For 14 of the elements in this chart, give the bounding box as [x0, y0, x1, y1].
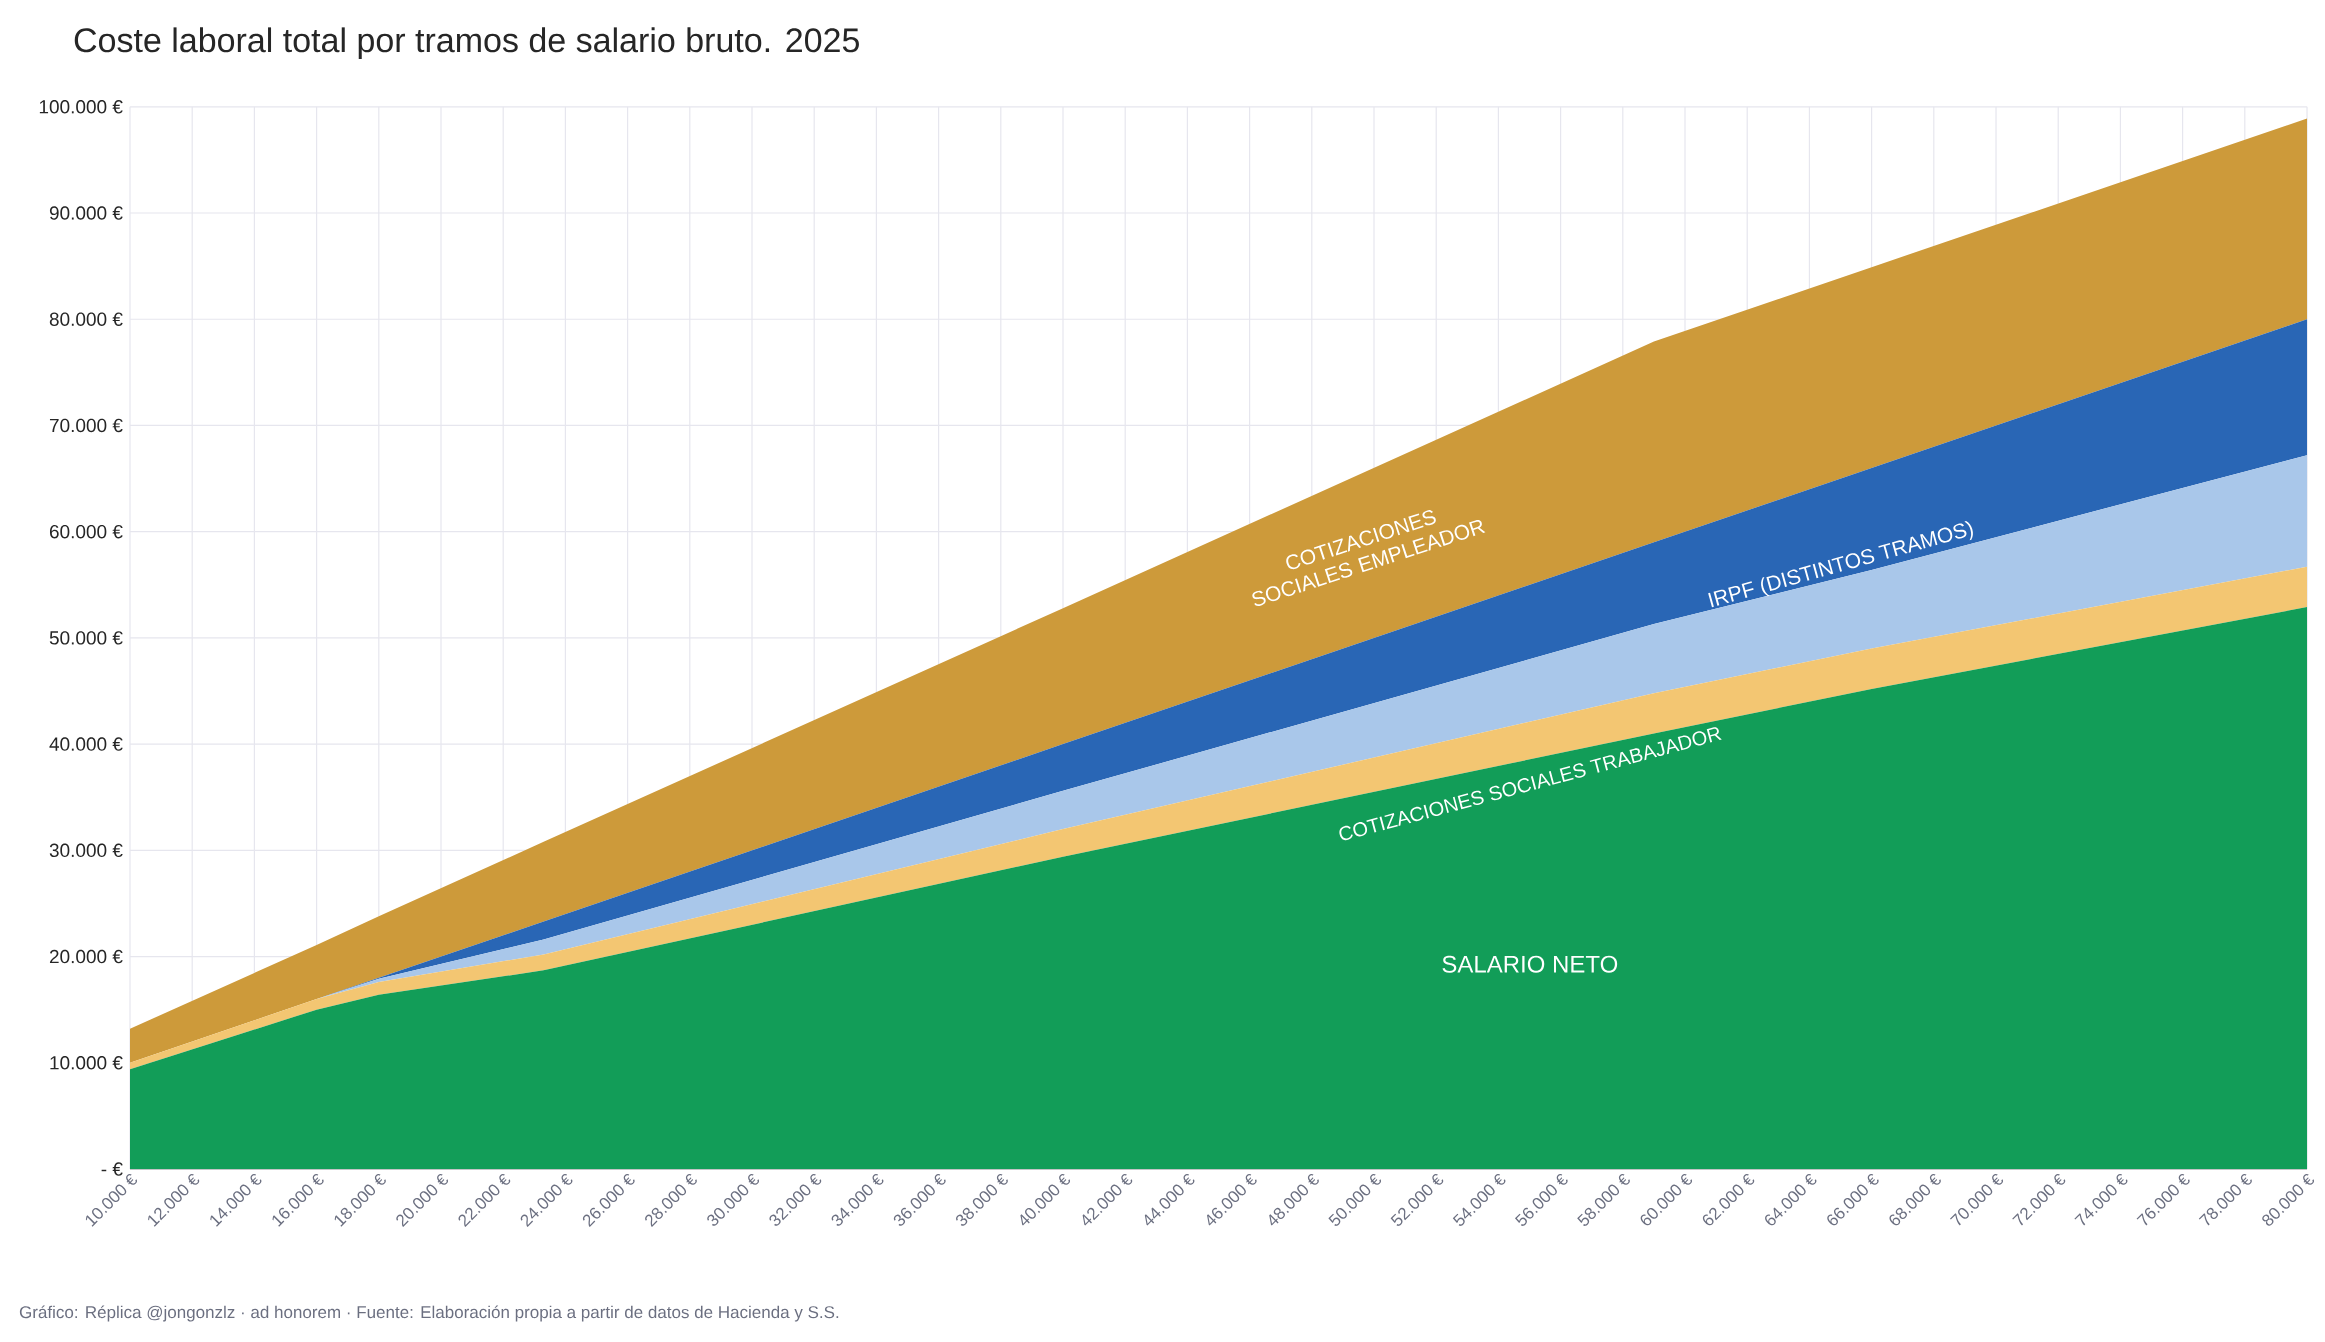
y-tick-label: 50.000 € [49, 631, 123, 645]
chart-title: Coste laboral total por tramos de salario bruto. 2025 [74, 27, 859, 60]
y-tick-label: 80.000 € [49, 312, 123, 326]
y-tick-label: 100.000 € [39, 100, 123, 114]
y-tick-label: - € [101, 1162, 123, 1176]
y-tick-label: 60.000 € [49, 524, 123, 539]
y-tick-label: 20.000 € [49, 949, 123, 964]
series-label: SALARIO NETO [1442, 955, 1618, 973]
y-tick-label: 40.000 € [49, 737, 123, 751]
y-tick-label: 10.000 € [50, 1056, 123, 1070]
text: Gráfico: Réplica @jongonzlz · ad honorem · Fuente: Elaboración propia a partir de datos de Hacienda y S.S. [19, 1305, 839, 1322]
y-tick-label: 30.000 € [49, 843, 123, 858]
y-tick-label: 70.000 € [49, 418, 123, 433]
y-tick-label: 90.000 € [49, 206, 123, 220]
